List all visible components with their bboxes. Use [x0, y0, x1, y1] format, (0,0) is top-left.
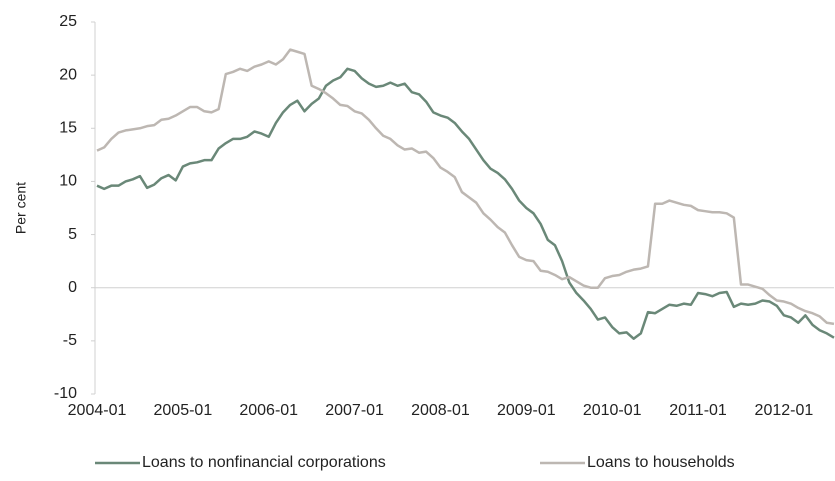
- y-tick-label: -5: [63, 332, 77, 349]
- legend-label: Loans to households: [587, 454, 735, 471]
- x-tick-label: 2012-01: [755, 402, 814, 419]
- y-tick-label: 20: [59, 66, 77, 83]
- x-tick-label: 2008-01: [411, 402, 470, 419]
- y-tick-label: 15: [59, 120, 77, 137]
- y-tick-label: 0: [68, 279, 77, 296]
- y-tick-label: -10: [54, 385, 77, 402]
- x-tick-label: 2010-01: [583, 402, 642, 419]
- y-tick-label: 10: [59, 173, 77, 190]
- x-tick-label: 2004-01: [68, 402, 127, 419]
- x-tick-label: 2007-01: [325, 402, 384, 419]
- x-tick-label: 2005-01: [154, 402, 213, 419]
- y-tick-label: 5: [68, 226, 77, 243]
- x-tick-label: 2006-01: [239, 402, 298, 419]
- legend-label: Loans to nonfinancial corporations: [142, 454, 386, 471]
- x-tick-label: 2009-01: [497, 402, 556, 419]
- y-tick-label: 25: [59, 13, 77, 30]
- series-line: [96, 48, 835, 326]
- x-tick-label: 2011-01: [669, 402, 727, 419]
- y-axis-label: Per cent: [13, 182, 29, 234]
- series-line: [96, 67, 835, 340]
